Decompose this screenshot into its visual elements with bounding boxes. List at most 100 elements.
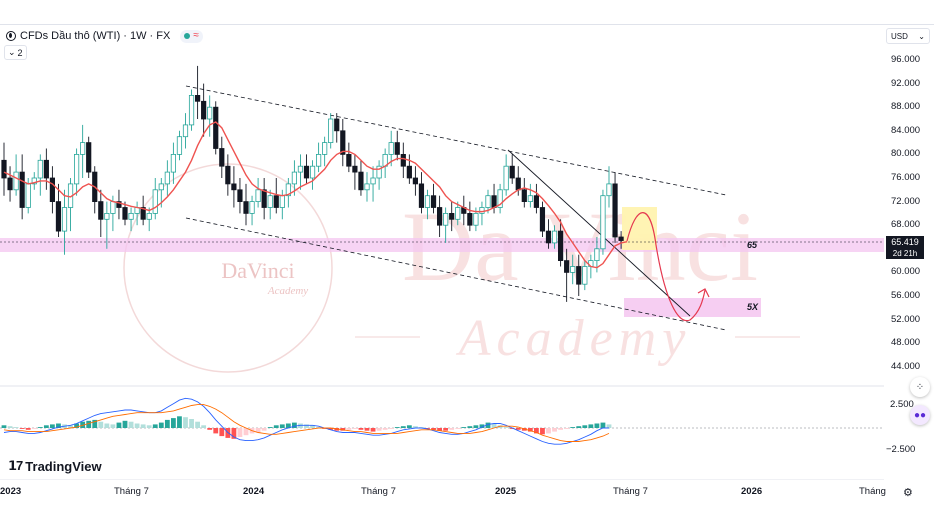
macd-histogram-bar <box>382 428 388 430</box>
tv-mark-icon: 𝟭7 <box>8 458 23 473</box>
assistant-button[interactable]: ●● <box>910 405 930 425</box>
candle-body <box>255 189 261 203</box>
candle-body <box>231 183 237 191</box>
candle-body <box>558 230 564 262</box>
macd-histogram-bar <box>219 428 225 437</box>
watermark-logo-line2: Academy <box>267 285 308 297</box>
candle-body <box>25 183 31 208</box>
grid-dots-icon: ⁘ <box>915 381 925 393</box>
market-open-dot-icon <box>184 33 191 39</box>
macd-histogram-bar <box>116 422 122 428</box>
macd-histogram-bar <box>564 428 570 429</box>
gear-icon[interactable]: ⚙ <box>903 487 913 499</box>
price-axis-tick: 60.000 <box>891 266 921 278</box>
candle-body <box>19 171 25 208</box>
macd-histogram-bar <box>37 427 43 428</box>
macd-histogram-bar <box>461 427 467 428</box>
macd-histogram-bar <box>31 428 37 429</box>
candle-body <box>273 195 279 208</box>
candle-body <box>164 171 170 185</box>
candle-body <box>400 153 406 167</box>
top-toolbar-strip <box>0 0 934 25</box>
candle-body <box>509 165 515 179</box>
price-axis-tick: 84.000 <box>891 124 921 136</box>
candle-body <box>237 189 243 203</box>
macd-histogram-bar <box>455 428 461 429</box>
candle-body <box>104 212 110 220</box>
current-price-tag: 65.419 2d 21h <box>886 236 924 259</box>
candle-body <box>315 153 322 167</box>
macd-axis-tick-low: −2.500 <box>886 444 916 455</box>
price-axis-tick: 48.000 <box>891 337 921 349</box>
candle-body <box>182 124 189 138</box>
candle-body <box>98 201 104 220</box>
candle-body <box>612 183 618 238</box>
macd-histogram-bar <box>534 428 539 434</box>
macd-histogram-bar <box>400 426 406 428</box>
indicators-collapse-button[interactable]: ⌄ 2 <box>4 45 27 60</box>
candle-body <box>334 118 340 132</box>
macd-histogram-bar <box>358 428 364 430</box>
currency-label: USD <box>891 31 908 41</box>
macd-histogram-bar <box>122 420 128 428</box>
currency-selector[interactable]: USD ⌄ <box>886 28 930 44</box>
macd-histogram-bar <box>56 423 61 428</box>
macd-histogram-bar <box>394 427 400 428</box>
macd-histogram-bar <box>50 424 55 428</box>
candle-body <box>370 177 376 185</box>
macd-histogram-bar <box>582 425 588 428</box>
candle-body <box>291 171 298 185</box>
market-status-pill[interactable]: ≈ <box>180 29 203 43</box>
symbol-title[interactable]: CFDs Dầu thô (WTI) · 1W · FX <box>20 30 171 42</box>
support-zone <box>0 238 884 252</box>
candle-body <box>194 95 201 102</box>
candle-body <box>576 266 582 285</box>
candle-body <box>279 195 285 208</box>
watermark-line2: Academy <box>456 310 692 367</box>
candles <box>1 65 624 302</box>
candle-body <box>152 189 158 214</box>
macd-histogram-bar <box>413 426 418 428</box>
candle-body <box>594 248 600 262</box>
time-label-2023: 2023 <box>0 486 22 497</box>
macd-signal-line <box>3 404 610 442</box>
macd-histogram-bar <box>134 423 140 428</box>
candle-body <box>352 165 358 173</box>
macd-histogram-bar <box>164 419 170 428</box>
candle-body <box>491 195 497 208</box>
robot-face-icon: ●● <box>913 409 927 421</box>
macd-histogram-bar <box>104 423 110 428</box>
candle-body <box>600 195 606 250</box>
macd-histogram-bar <box>195 421 200 428</box>
candle-body <box>61 207 68 232</box>
price-axis-tick: 52.000 <box>891 313 921 325</box>
macd-histogram-bar <box>328 428 334 430</box>
tradingview-logo: 𝟭7 TradingView <box>8 458 102 474</box>
watermark-logo-line1: DaVinci <box>221 258 294 283</box>
macd-histogram-bar <box>594 423 600 428</box>
candle-body <box>582 266 588 285</box>
macd-histogram-bar <box>43 425 49 428</box>
object-tree-button[interactable]: ⁘ <box>910 377 930 397</box>
macd-histogram-bar <box>92 419 98 428</box>
macd-histogram-bar <box>431 428 436 430</box>
macd-histogram-bar <box>552 428 557 432</box>
macd-histogram-bar <box>376 428 382 431</box>
macd-histogram-bar <box>279 424 285 428</box>
macd-histogram-bar <box>437 428 442 431</box>
price-chart[interactable]: DaVinci Academy Da Vinci Academy <box>0 0 884 480</box>
macd-histogram-bar <box>74 423 79 428</box>
macd-histogram-bar <box>207 428 213 430</box>
macd-histogram-bar <box>600 422 606 428</box>
macd-histogram-bar <box>479 424 485 428</box>
macd-histogram-bar <box>152 424 158 428</box>
candle-body <box>430 195 437 208</box>
time-label-jul-2023: Tháng 7 <box>114 486 149 497</box>
candle-body <box>43 159 49 179</box>
candle-body <box>436 207 443 226</box>
symbol-header[interactable]: CFDs Dầu thô (WTI) · 1W · FX ≈ <box>6 28 203 44</box>
macd-histogram-bar <box>231 428 237 439</box>
candle-body <box>340 130 346 155</box>
candle-body <box>545 230 552 244</box>
trend-line <box>507 149 691 317</box>
